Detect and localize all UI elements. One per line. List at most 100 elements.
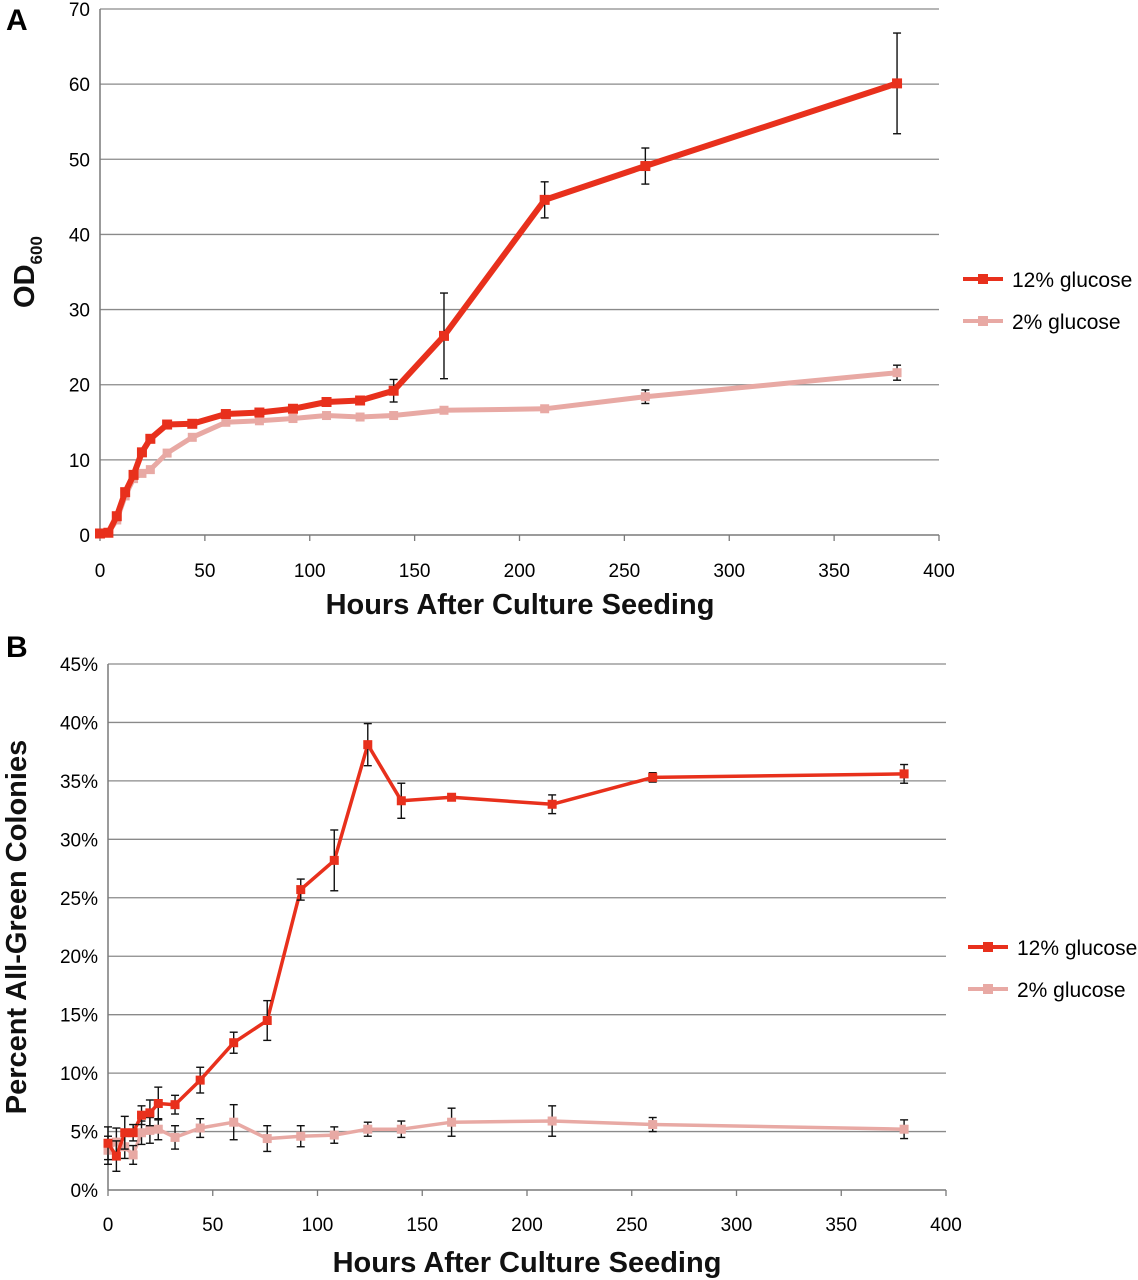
data-point (296, 885, 306, 895)
data-point (103, 527, 114, 538)
y-tick-label: 25% (60, 889, 98, 910)
y-tick-label: 30% (60, 830, 98, 851)
x-tick-label: 300 (713, 561, 745, 582)
data-point (329, 855, 339, 865)
data-point (540, 404, 550, 414)
legend-label: 2% glucose (1017, 979, 1126, 1002)
legend-swatch-marker (983, 984, 993, 994)
data-point (363, 1124, 373, 1134)
legend-item: 2% glucose (968, 979, 1126, 1002)
data-point (95, 528, 105, 539)
data-point (355, 395, 366, 406)
x-tick-label: 150 (406, 1215, 438, 1236)
data-point (321, 396, 332, 407)
data-point (145, 1125, 155, 1135)
y-tick-label: 70 (69, 0, 90, 21)
data-point (648, 772, 658, 782)
data-point (111, 1151, 121, 1161)
data-point (137, 1110, 147, 1120)
data-point (262, 1016, 272, 1026)
data-point (254, 416, 264, 426)
data-point (329, 1130, 339, 1140)
x-tick-label: 100 (302, 1215, 334, 1236)
data-point (111, 511, 122, 522)
series-2-glucose (95, 364, 902, 538)
data-point (547, 799, 557, 809)
legend-item: 2% glucose (963, 311, 1121, 334)
y-tick-label: 30 (69, 301, 90, 322)
data-point (539, 194, 550, 205)
panel-label: A (6, 4, 28, 37)
data-point (187, 432, 197, 442)
data-point (322, 411, 332, 421)
y-axis-title: Percent All-Green Colonies (1, 740, 33, 1114)
data-point (153, 1099, 163, 1109)
legend-swatch-marker (978, 274, 988, 284)
y-tick-label: 0 (79, 526, 90, 547)
data-point (447, 1117, 457, 1127)
data-point (153, 1124, 163, 1134)
y-tick-label: 0% (71, 1181, 99, 1202)
legend-item: 12% glucose (963, 269, 1132, 292)
data-point (296, 1131, 306, 1141)
series-line (106, 742, 905, 1158)
y-tick-label: 35% (60, 772, 98, 793)
data-point (438, 330, 449, 341)
y-tick-label: 40 (69, 225, 90, 246)
legend-item: 12% glucose (968, 937, 1137, 960)
x-tick-label: 200 (511, 1215, 543, 1236)
y-tick-label: 10% (60, 1064, 98, 1085)
x-axis-title: Hours After Culture Seeding (326, 589, 715, 621)
data-point (389, 411, 399, 421)
data-point (287, 403, 298, 414)
x-tick-label: 150 (399, 561, 431, 582)
y-tick-label: 60 (69, 75, 90, 96)
data-point (899, 1124, 909, 1134)
chart-panel-b: 0% 5% 10% 15% 20% 25% 30% 35% 40% 45% 0 50 100 150 200… (1, 631, 1137, 1279)
data-point (388, 385, 399, 396)
y-tick-label: 15% (60, 1006, 98, 1027)
x-tick-label: 200 (504, 561, 536, 582)
data-point (640, 392, 650, 402)
data-point (439, 405, 449, 415)
data-point (145, 465, 155, 475)
data-point (221, 417, 231, 427)
x-tick-label: 50 (202, 1215, 223, 1236)
x-tick-label: 400 (923, 561, 955, 582)
data-point (103, 1138, 113, 1148)
data-point (137, 468, 147, 478)
data-point (120, 1128, 130, 1138)
data-point (288, 414, 298, 424)
data-point (229, 1117, 239, 1127)
data-point (145, 433, 156, 444)
series-line (99, 80, 898, 537)
data-point (396, 1124, 406, 1134)
data-point (195, 1075, 205, 1085)
data-point (137, 1128, 147, 1138)
data-point (892, 368, 902, 378)
data-point (128, 469, 139, 480)
data-point (170, 1100, 180, 1110)
legend-label: 12% glucose (1017, 937, 1137, 960)
y-tick-label: 5% (71, 1123, 99, 1144)
data-point (547, 1116, 557, 1126)
data-point (254, 407, 265, 418)
x-tick-label: 350 (825, 1215, 857, 1236)
legend-label: 2% glucose (1012, 311, 1121, 334)
data-point (447, 792, 457, 802)
x-tick-label: 400 (930, 1215, 962, 1236)
x-tick-label: 0 (103, 1215, 114, 1236)
legend-swatch-marker (983, 942, 993, 952)
legend-swatch-marker (978, 316, 988, 326)
y-tick-label: 20 (69, 376, 90, 397)
data-point (162, 419, 173, 430)
y-tick-label: 20% (60, 947, 98, 968)
series-12-glucose (103, 722, 909, 1172)
data-point (195, 1123, 205, 1133)
data-point (648, 1120, 658, 1130)
data-point (396, 796, 406, 806)
data-point (229, 1038, 239, 1048)
data-point (136, 447, 147, 458)
x-tick-label: 250 (616, 1215, 648, 1236)
